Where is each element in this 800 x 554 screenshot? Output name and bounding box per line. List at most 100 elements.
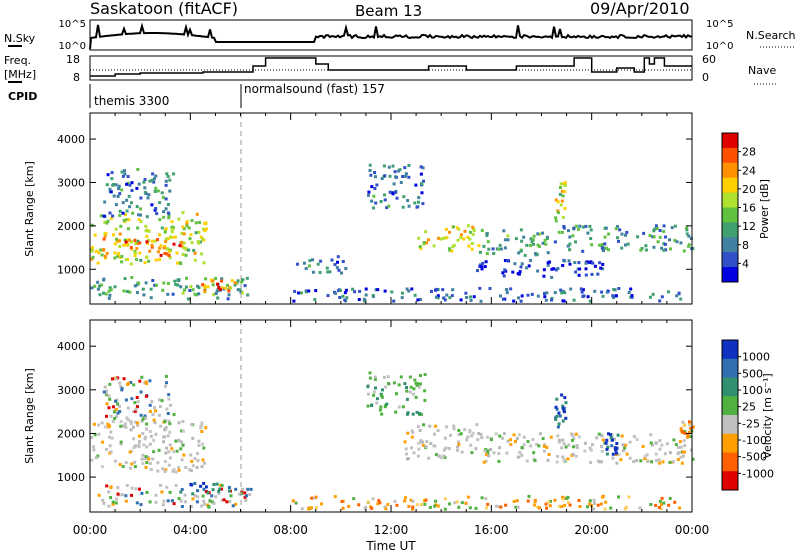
power-cell <box>150 239 154 243</box>
velocity-cell <box>621 443 625 447</box>
power-cell <box>135 291 139 295</box>
power-cell <box>220 279 224 283</box>
power-cell <box>345 296 349 300</box>
velocity-cell <box>526 499 530 503</box>
velocity-cell <box>108 444 112 448</box>
power-cell <box>626 242 630 246</box>
velocity-cell <box>199 484 203 488</box>
power-cell <box>535 252 539 256</box>
power-cell <box>139 196 143 200</box>
velocity-cell <box>449 433 452 437</box>
power-cell <box>106 219 110 223</box>
velocity-cell <box>148 430 152 433</box>
power-cell <box>179 285 183 289</box>
velocity-cell <box>380 394 384 398</box>
velocity-cell <box>555 407 559 411</box>
velocity-cell <box>116 492 120 496</box>
power-cell <box>434 295 438 299</box>
velocity-cell <box>164 426 168 430</box>
power-cell <box>130 276 134 279</box>
power-cell <box>374 288 378 292</box>
power-y-axis-label: Slant Range [km] <box>23 161 36 257</box>
velocity-cell <box>124 494 128 498</box>
time-axis-title: Time UT <box>365 539 416 553</box>
velocity-cell <box>683 430 687 433</box>
power-cell <box>297 291 300 295</box>
velocity-cell <box>105 447 108 451</box>
velocity-cell <box>632 460 636 464</box>
velocity-cell <box>201 458 205 462</box>
velocity-cell <box>591 443 594 447</box>
velocity-cell <box>549 500 552 503</box>
power-cell <box>370 199 374 203</box>
power-cell <box>143 178 147 181</box>
velocity-cell <box>549 435 553 439</box>
power-cell <box>567 229 570 233</box>
power-cell <box>333 263 337 267</box>
velocity-cell <box>651 443 654 447</box>
velocity-cell <box>218 487 222 491</box>
power-cell <box>512 299 516 303</box>
power-cell <box>420 182 424 186</box>
power-cell <box>134 242 138 246</box>
velocity-cell <box>434 424 438 428</box>
power-cell <box>103 200 107 204</box>
velocity-cell <box>107 504 111 508</box>
velocity-cell <box>157 398 161 402</box>
velocity-cell <box>564 401 568 405</box>
velocity-cell <box>163 460 167 463</box>
velocity-cell <box>466 435 470 439</box>
power-cell <box>185 224 189 228</box>
power-cell <box>344 267 348 270</box>
power-cell <box>586 231 590 235</box>
time-tick-label-1: 04:00 <box>173 523 208 537</box>
velocity-cell <box>373 377 377 381</box>
power-cell <box>167 250 171 254</box>
velocity-cell <box>512 500 516 503</box>
velocity-cell <box>557 411 561 415</box>
power-cell <box>559 182 563 186</box>
power-cell <box>419 165 423 169</box>
velocity-cell <box>184 466 188 469</box>
power-cell <box>113 256 117 260</box>
power-cell <box>150 243 154 247</box>
velocity-cell <box>606 445 610 449</box>
power-cell <box>102 214 106 218</box>
power-cell <box>218 287 222 291</box>
velocity-cell <box>423 373 427 377</box>
velocity-cell <box>556 455 560 458</box>
power-cell <box>126 175 130 178</box>
power-cell <box>469 298 473 302</box>
velocity-cell <box>143 437 147 441</box>
velocity-cell <box>123 422 127 426</box>
power-cell <box>91 246 94 250</box>
power-cell <box>430 289 433 293</box>
velocity-cell <box>486 502 490 506</box>
velocity-cell <box>558 504 561 508</box>
power-cell <box>445 236 449 240</box>
power-cell <box>121 174 125 178</box>
freq-unit-label: [MHz] <box>4 68 36 81</box>
power-cell <box>158 258 161 262</box>
power-cell <box>202 261 206 265</box>
velocity-cell <box>683 444 687 447</box>
power-cell <box>501 271 505 275</box>
power-cell <box>651 292 655 296</box>
power-cell <box>484 260 488 264</box>
velocity-cell <box>114 399 118 403</box>
velocity-background <box>90 320 692 512</box>
velocity-cell <box>560 446 564 450</box>
power-cell <box>538 232 542 236</box>
power-cell <box>478 286 482 290</box>
power-colorbar-tick-label-2: 20 <box>742 183 756 196</box>
power-cell <box>581 225 585 229</box>
velocity-cell <box>679 445 683 449</box>
power-cell <box>224 286 228 290</box>
velocity-cell <box>611 452 615 456</box>
power-cell <box>599 266 603 270</box>
velocity-cell <box>181 420 185 423</box>
power-cell <box>614 227 618 231</box>
power-cell <box>421 166 425 170</box>
velocity-cell <box>546 458 550 462</box>
velocity-cell <box>469 443 473 447</box>
